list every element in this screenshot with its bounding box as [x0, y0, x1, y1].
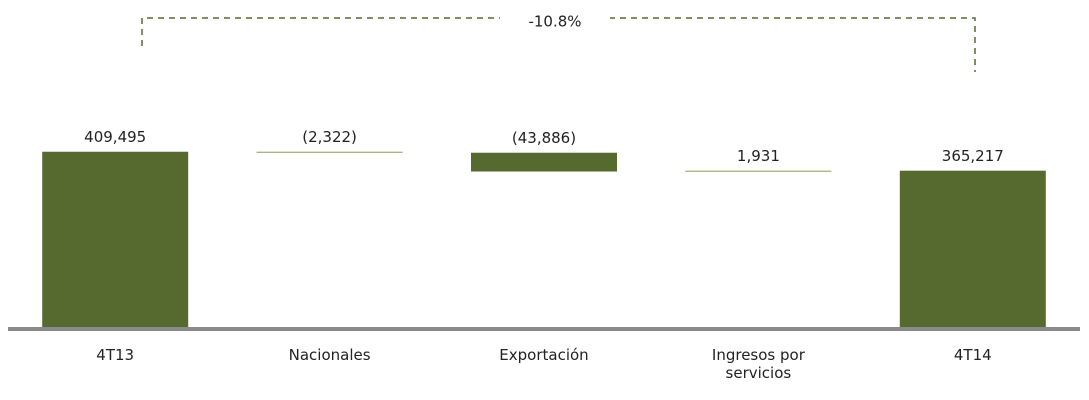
x-tick-label: 4T13 [96, 346, 135, 364]
value-label: 409,495 [84, 128, 146, 146]
x-tick-label: Ingresos por servicios [711, 346, 805, 382]
x-tick-label: 4T14 [953, 346, 992, 364]
value-label: (43,886) [512, 129, 576, 147]
value-label: 365,217 [942, 147, 1004, 165]
x-tick-label: Exportación [499, 346, 589, 364]
value-label: 1,931 [737, 147, 780, 165]
label-gap [500, 8, 610, 34]
bar [256, 151, 403, 153]
bar [471, 152, 617, 172]
bar [899, 170, 1046, 327]
value-label: (2,322) [302, 128, 357, 146]
bar [685, 170, 832, 172]
bar [42, 151, 189, 327]
annotation: -10.8% [528, 13, 581, 31]
x-tick-label: Nacionales [288, 346, 371, 364]
